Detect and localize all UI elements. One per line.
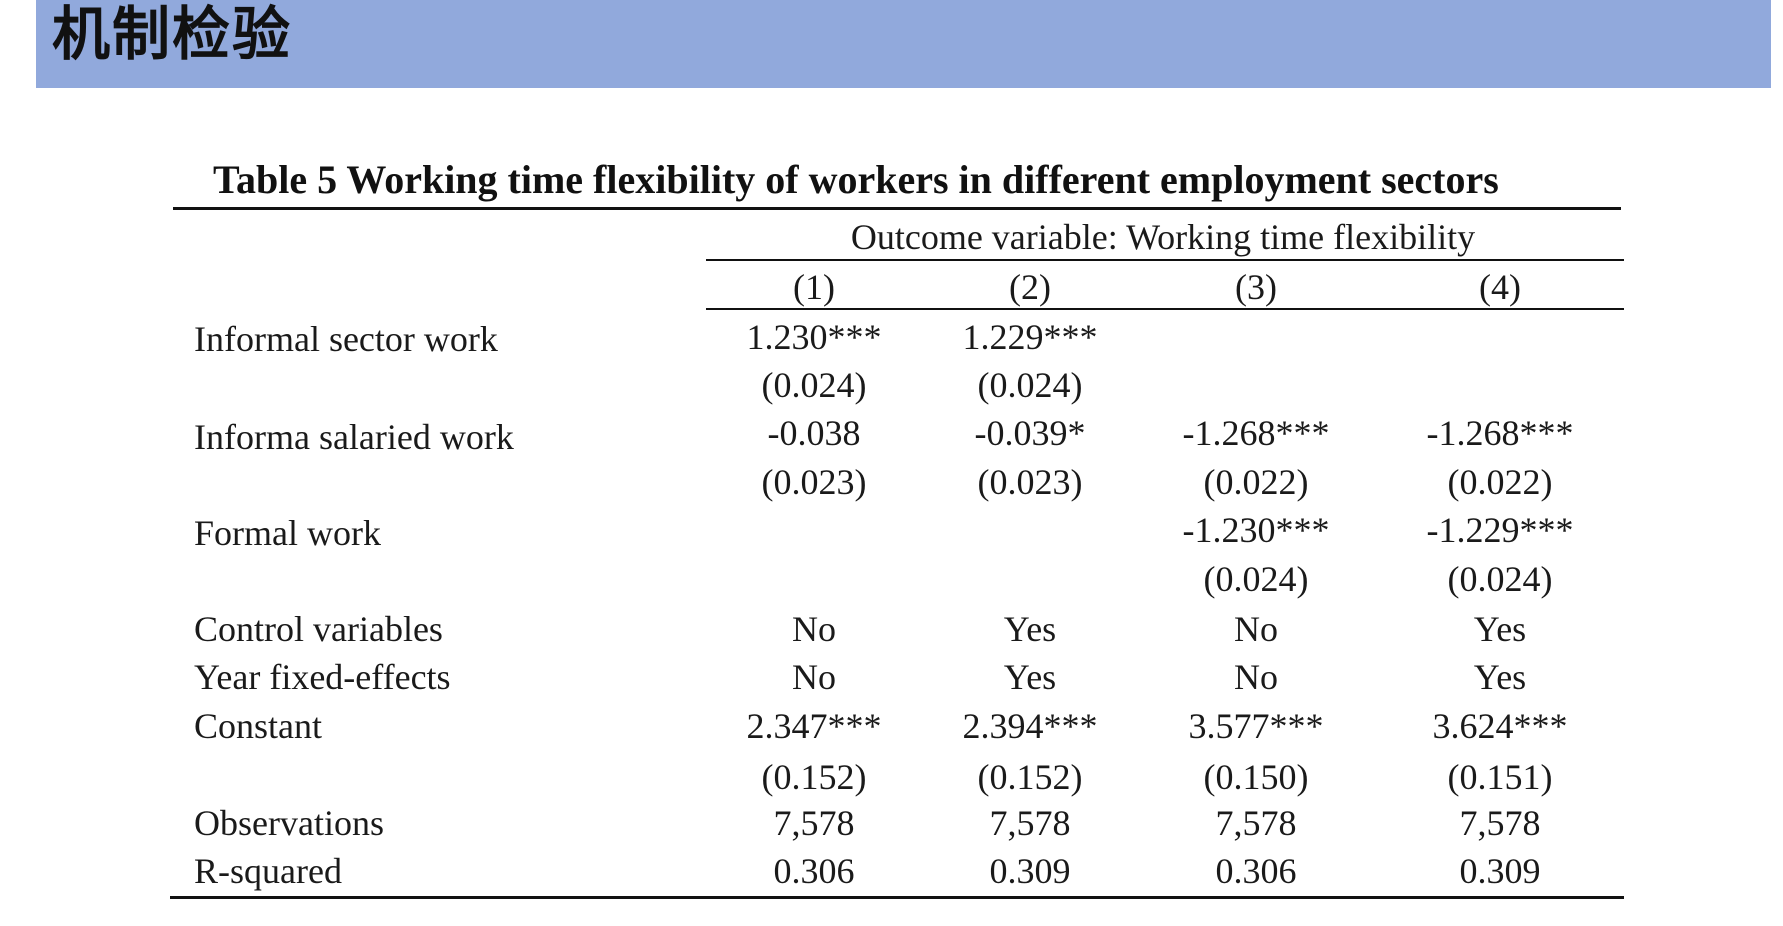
outcome-rule [706, 259, 1624, 261]
table-cell: Yes [1003, 609, 1057, 649]
table-cell: 3.577*** [1188, 706, 1324, 746]
table-cell: 2.394*** [962, 706, 1098, 746]
row-label-informa-salaried-work: Informa salaried work [194, 417, 514, 457]
table-caption: Table 5 Working time flexibility of work… [213, 157, 1499, 202]
table-cell: Yes [1473, 657, 1527, 697]
row-label-r-squared: R-squared [194, 851, 342, 891]
column-header-rule [706, 308, 1624, 310]
table-cell: (0.022) [1203, 462, 1309, 502]
table-cell: No [1234, 657, 1278, 697]
table-cell: 2.347*** [746, 706, 882, 746]
table-cell: -0.039* [974, 413, 1086, 453]
table-cell: -1.230*** [1182, 510, 1330, 550]
row-label-constant: Constant [194, 706, 323, 746]
table-cell: 7,578 [989, 803, 1071, 843]
column-header-1: (1) [793, 267, 835, 307]
column-header-4: (4) [1479, 267, 1521, 307]
outcome-variable-label: Outcome variable: Working time flexibili… [850, 217, 1476, 257]
table-cell: (0.024) [1203, 559, 1309, 599]
table-cell: No [792, 609, 836, 649]
table-cell: (0.150) [1203, 757, 1309, 797]
table-cell: (0.152) [977, 757, 1083, 797]
column-header-2: (2) [1009, 267, 1051, 307]
table-cell: 7,578 [1215, 803, 1297, 843]
table-cell: (0.024) [1447, 559, 1553, 599]
table-cell: -1.268*** [1426, 413, 1574, 453]
table-cell: 1.230*** [746, 317, 882, 357]
table-cell: 0.306 [1215, 851, 1297, 891]
header-band [36, 0, 1771, 88]
table-cell: (0.022) [1447, 462, 1553, 502]
table-cell: 0.309 [1459, 851, 1541, 891]
table-cell: No [792, 657, 836, 697]
table-cell: Yes [1003, 657, 1057, 697]
table-cell: 7,578 [773, 803, 855, 843]
table-cell: (0.023) [761, 462, 867, 502]
table-cell: (0.023) [977, 462, 1083, 502]
row-label-control-variables: Control variables [194, 609, 443, 649]
table-top-rule [173, 207, 1621, 210]
table-cell: 7,578 [1459, 803, 1541, 843]
slide-title: 机制检验 [52, 0, 293, 68]
row-label-observations: Observations [194, 803, 384, 843]
row-label-formal-work: Formal work [194, 513, 381, 553]
table-cell: (0.151) [1447, 757, 1553, 797]
table-cell: No [1234, 609, 1278, 649]
table-cell: -0.038 [767, 413, 861, 453]
table-bottom-rule [170, 896, 1624, 899]
table-cell: (0.024) [761, 365, 867, 405]
row-label-year-fixed-effects: Year fixed-effects [194, 657, 451, 697]
table-cell: (0.024) [977, 365, 1083, 405]
table-cell: -1.229*** [1426, 510, 1574, 550]
table-cell: 0.309 [989, 851, 1071, 891]
row-label-informal-sector-work: Informal sector work [194, 319, 498, 359]
table-cell: Yes [1473, 609, 1527, 649]
table-cell: (0.152) [761, 757, 867, 797]
table-cell: 0.306 [773, 851, 855, 891]
column-header-3: (3) [1235, 267, 1277, 307]
table-cell: -1.268*** [1182, 413, 1330, 453]
table-cell: 1.229*** [962, 317, 1098, 357]
table-cell: 3.624*** [1432, 706, 1568, 746]
